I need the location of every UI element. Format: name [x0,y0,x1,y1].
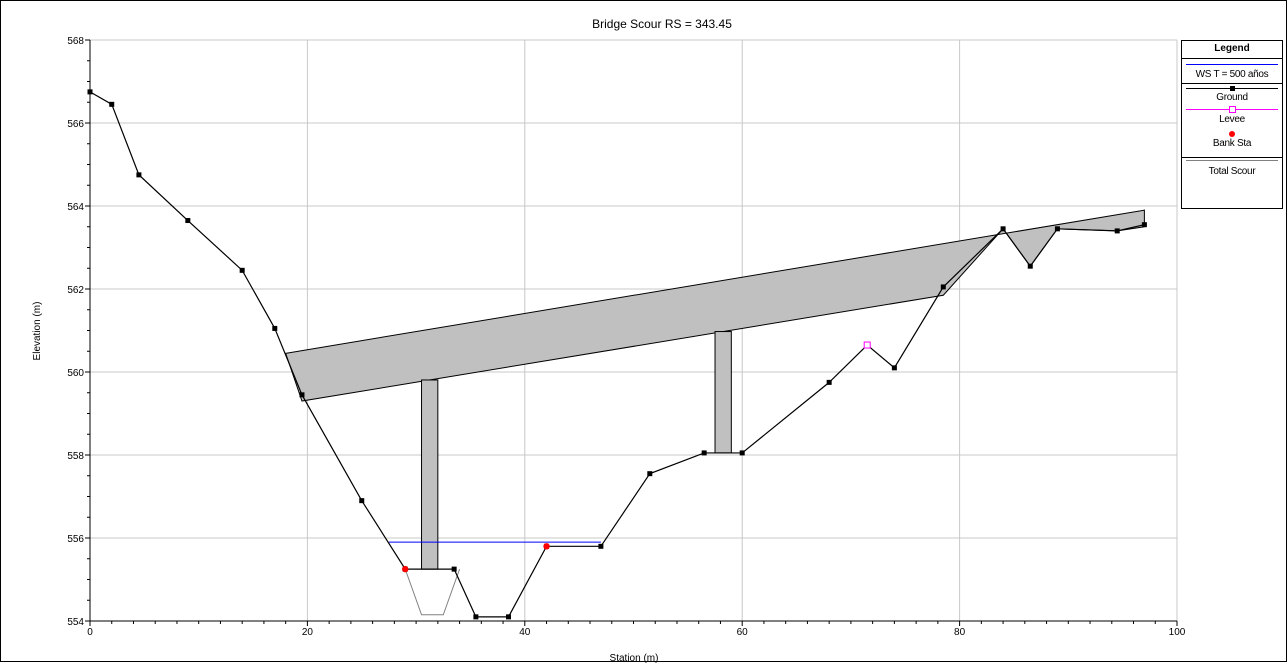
ground-line [89,91,1145,618]
ground-point [1000,226,1006,232]
ground-point [451,566,457,572]
ground-point [239,267,245,273]
ground-point [359,498,365,504]
x-tick-label: 0 [87,627,93,638]
y-tick-label: 558 [67,451,84,462]
legend-swatch-scour [1186,160,1278,161]
legend-item-ws: WS T = 500 años [1182,59,1282,84]
grid-lines [90,39,1178,621]
y-tick-label: 554 [67,617,84,628]
legend-swatch-ws [1186,64,1278,65]
y-tick-label: 556 [67,534,84,545]
ground-point [505,614,511,620]
ground-point [739,450,745,456]
y-tick-label: 560 [67,368,84,379]
ground-point [940,284,946,290]
legend-item-scour: Total Scour [1182,158,1282,209]
legend-group-ground: Ground Levee Bank Sta [1182,84,1282,158]
bank-station-point [402,565,409,573]
ground-point [826,379,832,385]
total-scour-line [404,568,461,616]
ground-point [1027,263,1033,269]
tick-labels: 0 20 40 60 80 100 554 556 558 560 562 564 566 568 [67,36,1185,638]
legend: Legend WS T = 500 años Ground Levee Bank… [1181,40,1283,209]
ground-point [185,218,191,224]
data-series [87,89,1147,620]
legend-swatch-levee [1186,106,1278,113]
ground-point [109,101,115,107]
ground-point [299,392,305,398]
ground-point [598,543,604,549]
legend-marker-levee [1229,106,1236,113]
legend-label-levee: Levee [1219,114,1245,125]
x-tick-label: 60 [737,627,749,638]
y-tick-label: 562 [67,285,84,296]
levee-point [863,341,871,349]
legend-title: Legend [1182,41,1282,59]
x-tick-label: 40 [519,627,531,638]
legend-label-ground: Ground [1216,92,1248,103]
x-axis-title: Station (m) [610,653,659,663]
legend-label-scour: Total Scour [1208,166,1256,177]
y-tick-label: 566 [67,119,84,130]
ground-point [136,172,142,178]
bridge-pier [714,331,732,454]
ground-point [473,614,479,620]
ground-point [701,450,707,456]
bank-station-point [543,543,550,550]
legend-label-ws: WS T = 500 años [1195,69,1269,80]
x-tick-label: 80 [954,627,966,638]
axes [85,39,1178,626]
x-tick-label: 100 [1169,627,1186,638]
legend-swatch-ground [1186,86,1278,91]
ground-point [647,471,653,477]
ground-point [272,325,278,331]
ground-point [1114,228,1120,234]
ground-point [891,365,897,371]
ground-point [1054,226,1060,232]
legend-marker-bank [1229,131,1235,137]
y-tick-label: 564 [67,202,84,213]
bridge-pier [421,379,439,570]
x-tick-label: 20 [302,627,314,638]
legend-label-bank: Bank Sta [1212,138,1252,149]
y-axis-title: Elevation (m) [32,302,43,361]
chart-title: Bridge Scour RS = 343.45 [592,17,732,31]
legend-marker-ground [1230,86,1235,91]
y-tick-label: 568 [67,36,84,47]
ground-point [1141,222,1147,228]
